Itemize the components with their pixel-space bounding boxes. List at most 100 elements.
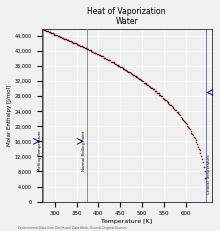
- Point: [90, 49, 93, 52]
- Text: Critical Temperature: Critical Temperature: [207, 154, 211, 194]
- Point: [156, 91, 160, 95]
- X-axis label: Temperature [K]: Temperature [K]: [101, 219, 152, 224]
- Point: [72, 41, 76, 45]
- Point: [99, 54, 103, 57]
- Point: [62, 36, 65, 40]
- Point: [117, 64, 121, 68]
- Point: [44, 28, 47, 32]
- Point: [97, 53, 101, 56]
- Point: [100, 55, 104, 58]
- Point: [122, 67, 126, 71]
- Point: [169, 103, 173, 107]
- Point: [200, 157, 204, 161]
- Point: [136, 76, 140, 80]
- Point: [98, 54, 101, 57]
- Point: [49, 30, 52, 34]
- Point: [107, 58, 110, 62]
- Point: [171, 106, 174, 109]
- Point: [132, 73, 136, 77]
- Point: [95, 51, 98, 55]
- Point: [64, 37, 68, 41]
- Point: [185, 122, 188, 126]
- Point: [113, 62, 117, 66]
- Point: [74, 41, 77, 45]
- Point: [167, 101, 170, 105]
- Point: [124, 68, 128, 72]
- Point: [170, 104, 174, 108]
- Point: [94, 51, 97, 55]
- Point: [193, 137, 196, 140]
- Point: [141, 79, 145, 83]
- Point: [189, 129, 192, 133]
- Point: [65, 38, 68, 41]
- Point: [166, 100, 169, 104]
- Point: [190, 131, 193, 134]
- Point: [128, 70, 132, 74]
- Point: [62, 37, 66, 41]
- Point: [181, 117, 184, 121]
- Point: [87, 48, 91, 52]
- Point: [168, 102, 171, 106]
- Point: [45, 29, 49, 33]
- Point: [66, 38, 69, 42]
- Point: [51, 32, 55, 35]
- Point: [163, 97, 166, 101]
- Point: [126, 70, 130, 73]
- Point: [163, 98, 167, 101]
- Point: [116, 63, 119, 67]
- Point: [91, 50, 95, 54]
- Point: [85, 46, 88, 50]
- Title: Heat of Vaporization
Water: Heat of Vaporization Water: [88, 7, 166, 26]
- Point: [159, 94, 163, 98]
- Point: [146, 83, 150, 87]
- Point: [186, 125, 190, 128]
- Text: Experimental Data from Dortm and Data Bank, Several Original Sources: Experimental Data from Dortm and Data Ba…: [18, 226, 126, 230]
- Point: [177, 112, 181, 116]
- Point: [79, 44, 82, 48]
- Point: [155, 91, 159, 95]
- Point: [136, 76, 139, 79]
- Point: [120, 66, 123, 69]
- Point: [77, 43, 80, 47]
- Point: [59, 35, 62, 39]
- Point: [96, 52, 100, 56]
- Point: [102, 56, 105, 60]
- Point: [140, 79, 144, 83]
- Point: [137, 77, 141, 81]
- Point: [59, 35, 63, 39]
- Point: [50, 31, 53, 35]
- Point: [93, 51, 96, 55]
- Text: Melting Temperature: Melting Temperature: [38, 131, 42, 171]
- Point: [123, 68, 127, 72]
- Point: [106, 58, 110, 62]
- Point: [115, 63, 119, 67]
- Point: [184, 121, 187, 125]
- Point: [149, 85, 152, 89]
- Point: [191, 134, 195, 137]
- Point: [139, 78, 142, 81]
- Point: [86, 47, 90, 51]
- Point: [55, 33, 59, 37]
- Point: [159, 93, 162, 97]
- Point: [75, 42, 78, 46]
- Point: [112, 61, 115, 64]
- Point: [179, 115, 183, 119]
- Point: [142, 81, 146, 84]
- Point: [68, 39, 72, 43]
- Y-axis label: Molar Enthalpy [J/mol]: Molar Enthalpy [J/mol]: [7, 84, 12, 146]
- Point: [196, 145, 200, 149]
- Point: [195, 140, 198, 144]
- Point: [73, 41, 77, 45]
- Point: [140, 78, 143, 82]
- Point: [172, 106, 175, 110]
- Point: [56, 34, 59, 38]
- Point: [121, 66, 124, 70]
- Point: [157, 91, 160, 95]
- Point: [41, 27, 45, 31]
- Point: [60, 36, 64, 40]
- Point: [165, 99, 169, 103]
- Point: [176, 110, 179, 114]
- Point: [53, 33, 56, 36]
- Point: [92, 51, 95, 54]
- Point: [110, 60, 114, 64]
